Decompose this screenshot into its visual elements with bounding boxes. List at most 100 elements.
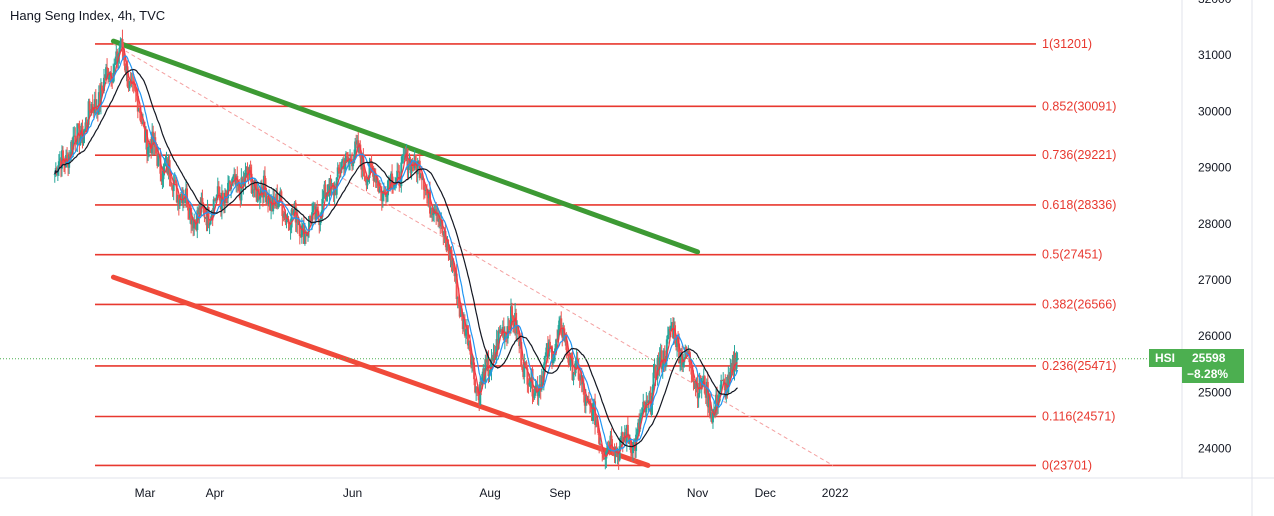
- candle-body: [293, 202, 296, 212]
- last-price-label: 25598: [1192, 351, 1226, 365]
- candle-body: [354, 141, 357, 156]
- candle-body: [198, 204, 201, 215]
- candle-body: [126, 66, 129, 87]
- fib-label: 0(23701): [1042, 458, 1092, 472]
- candle-body: [123, 56, 126, 66]
- candle-body: [642, 401, 645, 408]
- candle-body: [331, 183, 334, 186]
- candle-body: [708, 394, 711, 417]
- candle-body: [458, 306, 461, 317]
- dashed-midline-trendline[interactable]: [113, 43, 834, 466]
- candle-body: [84, 122, 87, 130]
- candle-body: [586, 401, 589, 403]
- candle-body: [308, 216, 311, 232]
- candle-body: [264, 187, 267, 202]
- fib-label: 1(31201): [1042, 37, 1092, 51]
- candle-body: [667, 329, 670, 335]
- candle-body: [535, 384, 538, 386]
- candle-body: [682, 362, 685, 367]
- candle-body: [127, 86, 130, 89]
- symbol-label: HSI: [1155, 351, 1175, 365]
- candle-body: [596, 420, 599, 427]
- candle-body: [447, 243, 450, 253]
- candle-body: [322, 197, 325, 199]
- candle-body: [132, 82, 135, 86]
- candle-body: [689, 362, 692, 367]
- candle-body: [231, 178, 234, 185]
- candle-body: [601, 450, 604, 454]
- candle-body: [268, 197, 271, 206]
- candle-body: [658, 357, 661, 368]
- candle-body: [393, 184, 396, 189]
- x-axis[interactable]: Mar Apr Jun Aug Sep Nov Dec 2022: [135, 486, 849, 500]
- candle-body: [66, 154, 69, 157]
- candle-body: [626, 425, 629, 436]
- candle-body: [721, 379, 724, 381]
- candle-body: [523, 362, 526, 378]
- candle-body: [385, 195, 388, 197]
- candle-body: [193, 220, 196, 229]
- x-tick-label: Mar: [135, 486, 156, 500]
- candle-body: [349, 159, 352, 163]
- candle-body: [366, 178, 369, 186]
- candle-body: [346, 156, 349, 163]
- y-axis[interactable]: 32000 31000 30000 29000 28000 27000 26000 25000…: [1198, 0, 1232, 456]
- candle-body: [666, 334, 669, 340]
- candle-body: [398, 171, 401, 186]
- candle-body: [498, 329, 501, 332]
- candle-body: [216, 186, 219, 195]
- candle-body: [555, 339, 558, 349]
- candle-body: [638, 422, 641, 430]
- candle-body: [221, 192, 224, 200]
- candle-body: [185, 188, 188, 198]
- candle-body: [161, 179, 164, 182]
- candle-body: [145, 129, 148, 143]
- candle-body: [473, 362, 476, 380]
- candle-body: [733, 354, 736, 373]
- y-tick-label: 24000: [1198, 442, 1232, 456]
- candle-body: [537, 391, 540, 397]
- candle-body: [399, 185, 402, 187]
- candle-body: [684, 347, 687, 360]
- candle-body: [189, 208, 192, 219]
- candle-body: [579, 375, 582, 380]
- candle-body: [310, 218, 313, 223]
- candle-body: [691, 374, 694, 380]
- candle-body: [511, 306, 514, 316]
- candle-body: [552, 360, 555, 363]
- candle-body: [669, 325, 672, 332]
- x-tick-label: Dec: [755, 486, 776, 500]
- y-tick-label: 30000: [1198, 104, 1232, 118]
- candle-body: [565, 333, 568, 350]
- candle-body: [636, 432, 639, 435]
- candle-body: [178, 200, 181, 207]
- lower-channel-trendline[interactable]: [110, 274, 651, 468]
- candle-body: [631, 441, 634, 454]
- candle-body: [254, 180, 257, 190]
- candle-body: [232, 176, 235, 179]
- candle-body: [592, 404, 595, 421]
- trendlines[interactable]: [110, 38, 834, 468]
- candle-body: [695, 382, 698, 389]
- candle-body: [576, 357, 579, 365]
- candle-body: [709, 412, 712, 417]
- candle-body: [731, 359, 734, 371]
- candle-body: [521, 365, 524, 370]
- candle-body: [122, 51, 125, 57]
- candle-body: [474, 379, 477, 393]
- candle-body: [85, 122, 88, 128]
- candle-body: [283, 213, 286, 218]
- candle-body: [171, 185, 174, 192]
- candle-body: [727, 375, 730, 393]
- candle-body: [121, 38, 124, 52]
- candle-body: [90, 104, 93, 113]
- candle-body: [243, 179, 246, 182]
- candle-body: [543, 356, 546, 365]
- candle-body: [138, 108, 141, 113]
- candle-body: [422, 178, 425, 190]
- candle-body: [710, 412, 713, 423]
- candle-body: [423, 189, 426, 191]
- candle-body: [113, 64, 116, 74]
